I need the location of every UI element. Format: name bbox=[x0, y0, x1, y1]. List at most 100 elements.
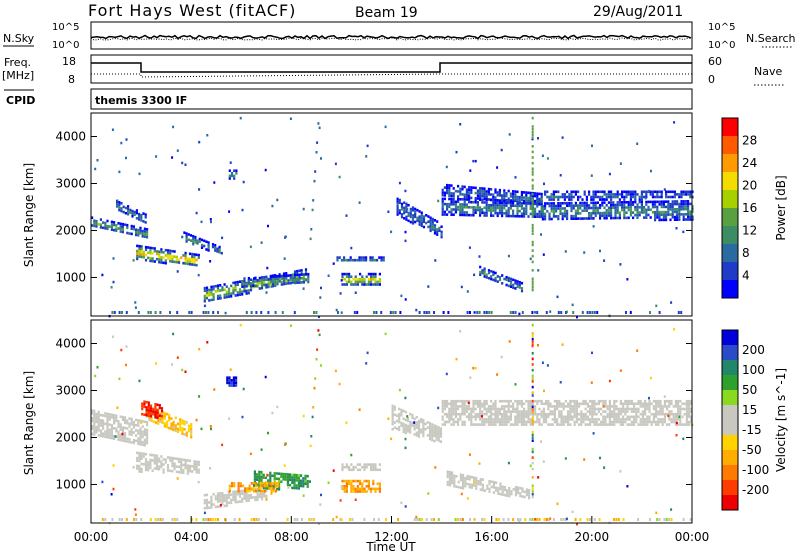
range-gate-cell bbox=[561, 212, 564, 215]
range-gate-cell bbox=[666, 412, 669, 416]
range-gate-cell bbox=[138, 379, 141, 383]
range-gate-cell bbox=[128, 232, 131, 235]
range-gate-cell bbox=[472, 211, 475, 214]
range-gate-cell bbox=[529, 402, 532, 406]
range-gate-cell bbox=[143, 433, 146, 437]
range-gate-cell bbox=[101, 480, 104, 484]
range-gate-cell bbox=[635, 412, 638, 416]
range-gate-cell bbox=[531, 128, 534, 131]
range-gate-cell bbox=[404, 431, 407, 435]
range-gate-cell bbox=[415, 415, 418, 419]
range-gate-cell bbox=[640, 200, 643, 204]
range-gate-cell bbox=[249, 278, 253, 281]
range-gate-cell bbox=[134, 306, 137, 309]
range-gate-cell bbox=[104, 432, 107, 436]
range-gate-cell bbox=[409, 431, 412, 434]
range-gate-cell bbox=[371, 258, 374, 262]
range-gate-cell bbox=[155, 252, 159, 256]
range-gate-cell bbox=[505, 420, 508, 424]
colorbar-swatch bbox=[722, 375, 738, 391]
range-gate-cell bbox=[592, 193, 595, 196]
range-gate-cell bbox=[441, 191, 444, 194]
range-gate-cell bbox=[541, 217, 544, 221]
range-gate-cell bbox=[437, 436, 440, 440]
range-gate-cell bbox=[561, 215, 564, 218]
range-gate-cell bbox=[548, 198, 551, 201]
range-gate-cell bbox=[610, 203, 613, 207]
range-gate-cell bbox=[232, 384, 235, 387]
range-gate-cell bbox=[260, 473, 263, 477]
range-gate-cell bbox=[531, 490, 534, 493]
range-gate-cell bbox=[592, 211, 595, 215]
range-gate-cell bbox=[468, 405, 471, 408]
range-gate-cell bbox=[660, 200, 663, 203]
range-gate-cell bbox=[141, 425, 144, 428]
range-gate-cell bbox=[235, 169, 238, 172]
range-gate-cell bbox=[468, 418, 471, 421]
range-gate-cell bbox=[498, 211, 501, 215]
range-gate-cell bbox=[464, 477, 467, 480]
range-gate-cell bbox=[404, 429, 407, 432]
range-gate-cell bbox=[547, 402, 550, 406]
range-gate-cell bbox=[671, 205, 674, 209]
range-gate-cell bbox=[570, 217, 573, 220]
range-gate-cell bbox=[93, 430, 96, 434]
range-gate-cell bbox=[345, 214, 348, 217]
range-gate-cell bbox=[171, 363, 174, 366]
range-gate-cell bbox=[574, 190, 577, 194]
range-gate-cell bbox=[619, 263, 622, 266]
range-gate-cell bbox=[300, 484, 303, 488]
range-gate-cell bbox=[581, 201, 584, 205]
range-gate-cell bbox=[387, 210, 390, 213]
range-gate-cell bbox=[531, 377, 534, 380]
range-gate-cell bbox=[569, 405, 572, 408]
range-gate-cell bbox=[635, 420, 638, 424]
range-gate-cell bbox=[473, 518, 476, 521]
range-gate-cell bbox=[274, 280, 277, 283]
range-gate-cell bbox=[641, 420, 644, 424]
range-gate-cell bbox=[582, 399, 585, 403]
range-gate-cell bbox=[398, 428, 401, 432]
range-gate-cell bbox=[590, 174, 593, 177]
range-gate-cell bbox=[104, 224, 107, 227]
range-gate-cell bbox=[669, 195, 672, 199]
range-gate-cell bbox=[127, 207, 130, 211]
range-gate-cell bbox=[560, 420, 563, 424]
range-gate-cell bbox=[136, 255, 139, 258]
range-gate-cell bbox=[450, 410, 453, 413]
range-gate-cell bbox=[501, 196, 504, 200]
range-gate-cell bbox=[570, 190, 573, 194]
range-gate-cell bbox=[409, 210, 412, 213]
range-gate-cell bbox=[487, 271, 491, 275]
range-gate-cell bbox=[282, 472, 285, 476]
range-gate-cell bbox=[514, 190, 517, 193]
range-gate-cell bbox=[509, 423, 512, 426]
range-gate-cell bbox=[414, 210, 417, 213]
range-gate-cell bbox=[671, 213, 674, 216]
range-gate-cell bbox=[589, 407, 592, 411]
range-gate-cell bbox=[165, 425, 169, 429]
range-gate-cell bbox=[175, 258, 178, 261]
range-gate-cell bbox=[547, 412, 550, 416]
range-gate-cell bbox=[431, 228, 434, 231]
range-gate-cell bbox=[106, 436, 109, 439]
range-gate-cell bbox=[663, 412, 666, 416]
range-gate-cell bbox=[274, 281, 277, 285]
range-gate-cell bbox=[630, 420, 633, 424]
range-gate-cell bbox=[524, 518, 527, 521]
range-gate-cell bbox=[557, 202, 560, 205]
range-gate-cell bbox=[666, 405, 669, 408]
range-gate-cell bbox=[205, 518, 207, 521]
range-gate-cell bbox=[688, 412, 691, 416]
range-gate-cell bbox=[99, 421, 102, 425]
range-gate-cell bbox=[118, 206, 121, 209]
range-gate-cell bbox=[135, 209, 138, 212]
range-gate-cell bbox=[402, 425, 405, 428]
range-gate-cell bbox=[166, 466, 170, 470]
range-gate-cell bbox=[503, 199, 506, 203]
range-gate-cell bbox=[160, 465, 163, 469]
range-gate-cell bbox=[437, 439, 440, 442]
range-gate-cell bbox=[164, 254, 167, 257]
range-gate-cell bbox=[129, 208, 132, 212]
range-gate-cell bbox=[475, 476, 478, 480]
